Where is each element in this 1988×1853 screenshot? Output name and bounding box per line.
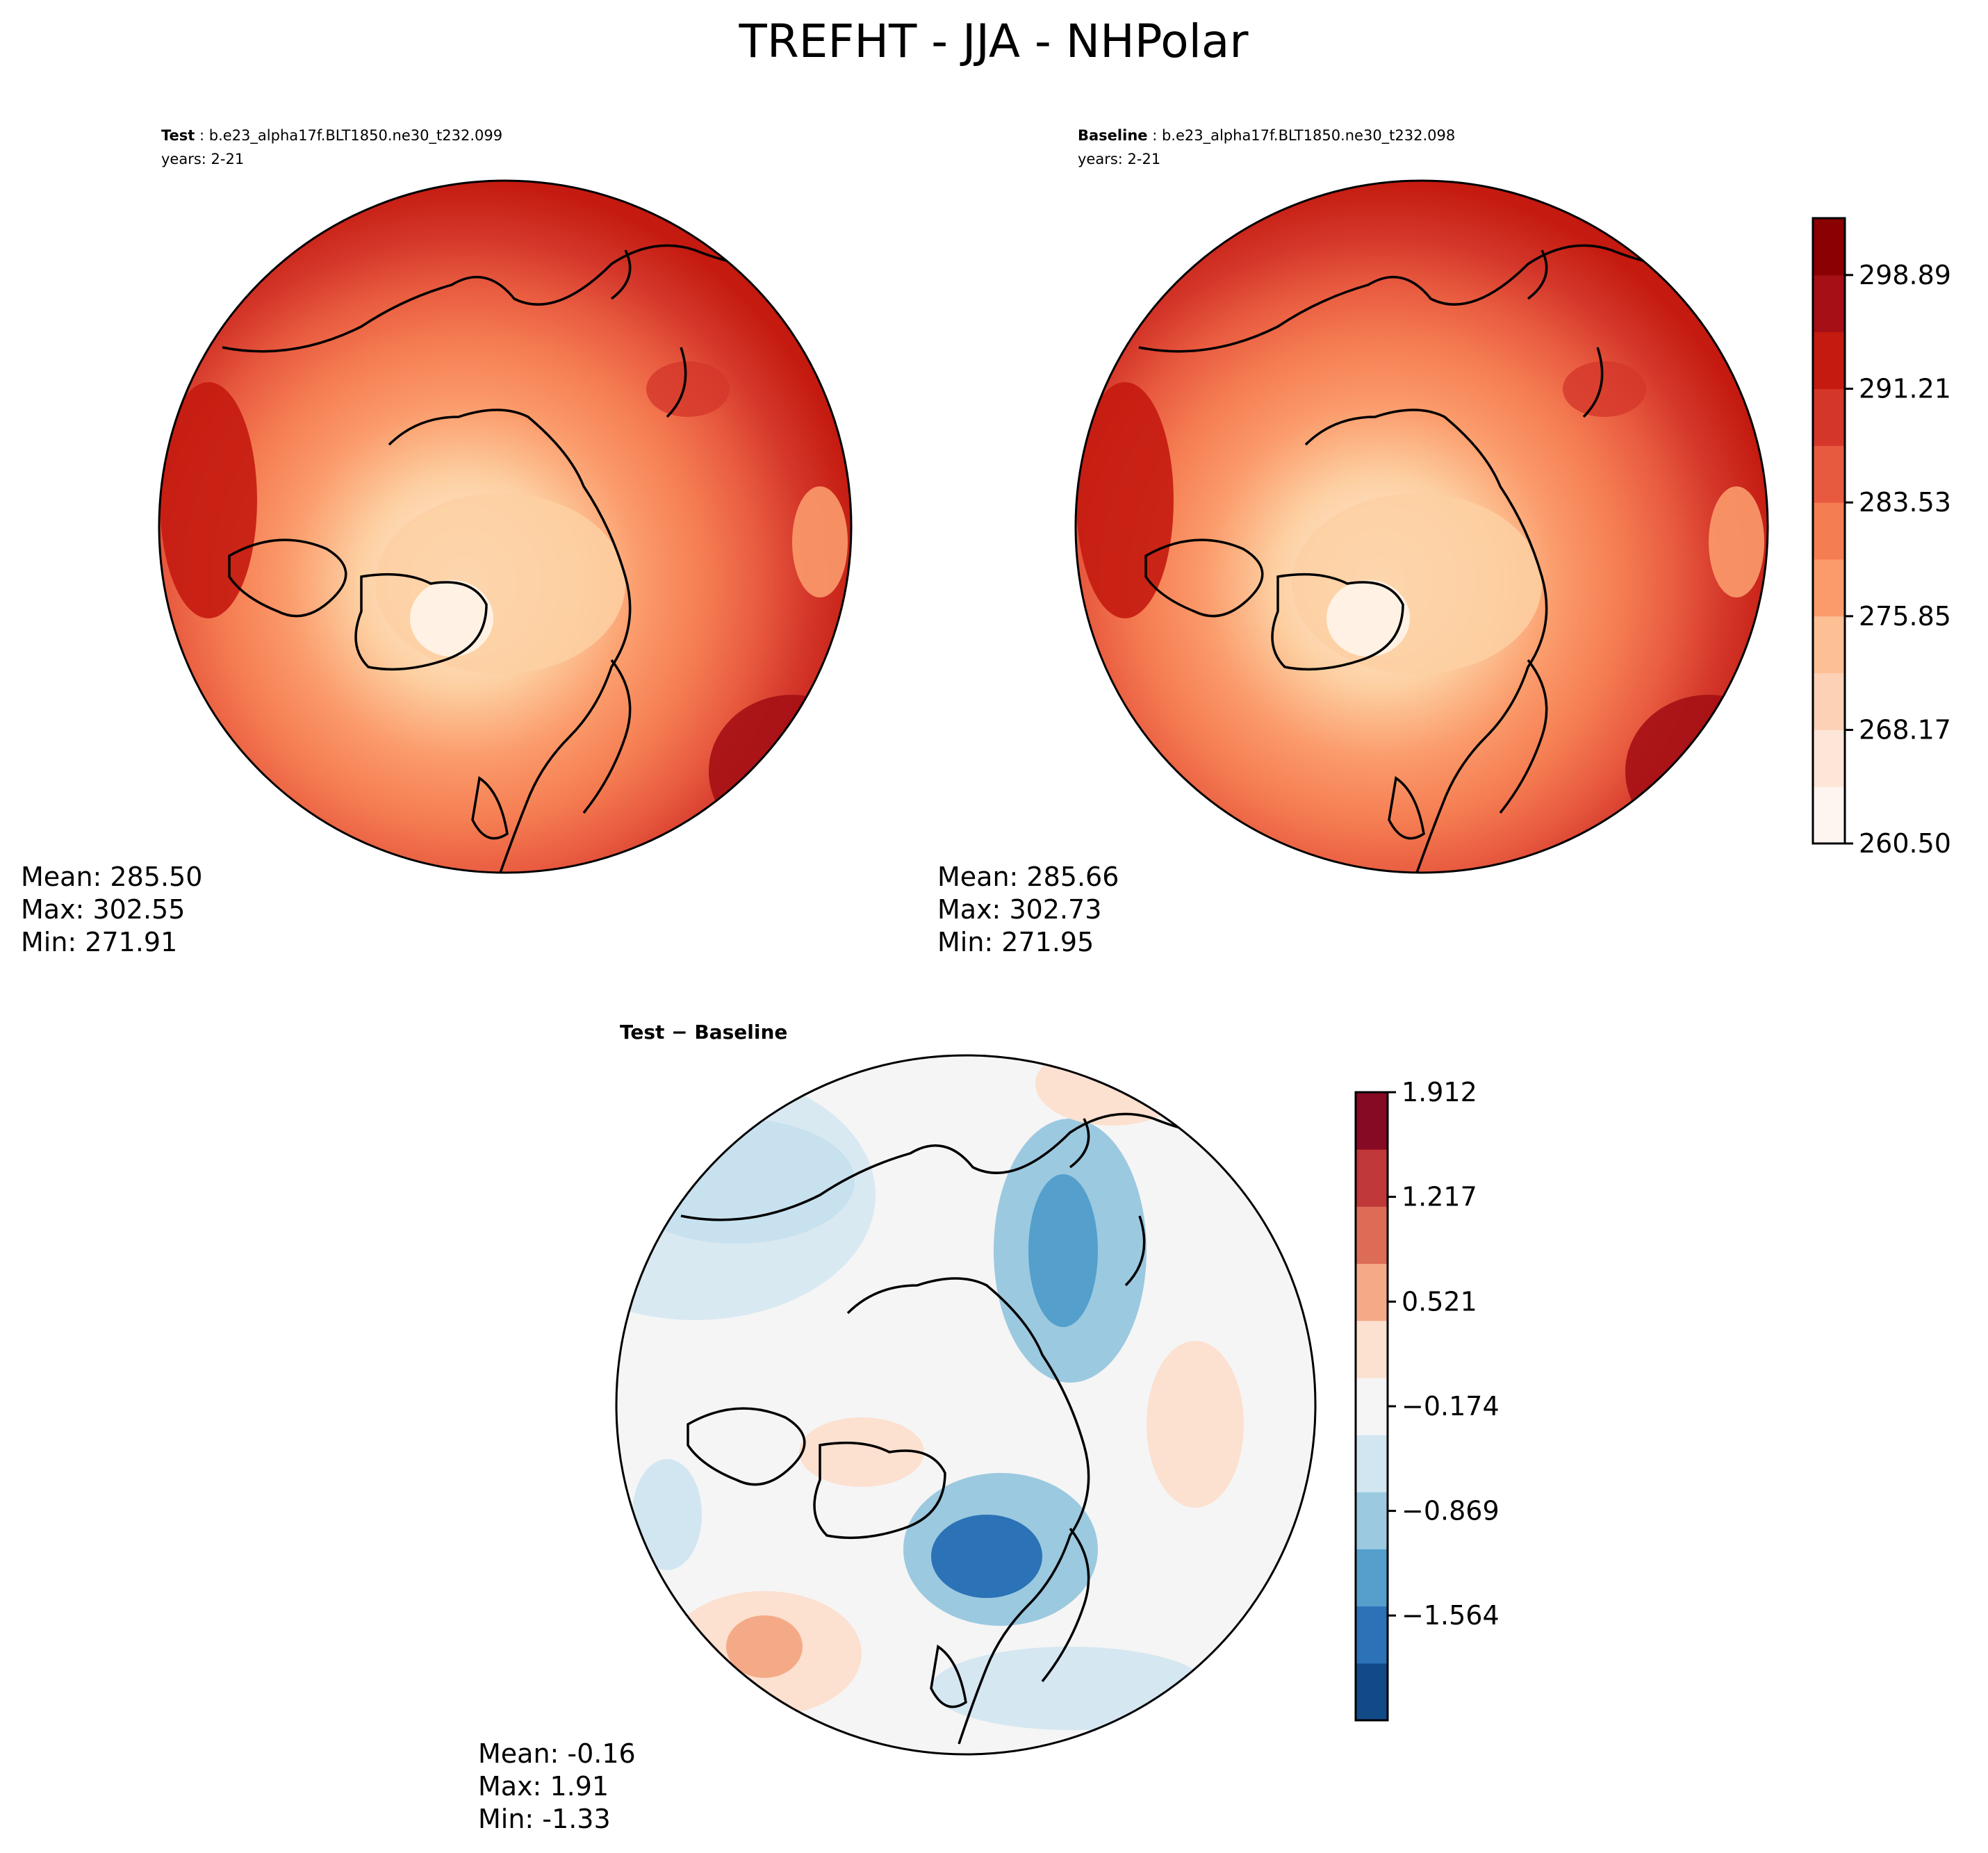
svg-text:Test : b.e23_alpha17f.BLT1850.: Test : b.e23_alpha17f.BLT1850.ne30_t232.…	[161, 127, 502, 145]
diff-colorbar-tick-label: −0.869	[1402, 1496, 1500, 1526]
test-label: Test	[161, 127, 195, 144]
test-map-frame	[158, 179, 853, 874]
abs-colorbar-swatch	[1813, 218, 1845, 276]
diff-colorbar-tick-label: −1.564	[1402, 1600, 1500, 1631]
abs-colorbar-swatch	[1813, 388, 1845, 446]
diff-colorbar-swatch	[1356, 1092, 1388, 1150]
abs-colorbar-swatch	[1813, 730, 1845, 787]
abs-colorbar-swatch	[1813, 274, 1845, 333]
svg-text:Baseline : b.e23_alpha17f.BLT1: Baseline : b.e23_alpha17f.BLT1850.ne30_t…	[1078, 127, 1455, 145]
difference-min: Min: -1.33	[478, 1804, 611, 1834]
baseline-panel: Baseline : b.e23_alpha17f.BLT1850.ne30_t…	[937, 127, 1769, 957]
baseline-max: Max: 302.73	[937, 894, 1101, 925]
abs-colorbar-swatch	[1813, 502, 1845, 560]
diff-colorbar-tick-label: −0.174	[1402, 1391, 1500, 1422]
difference-mean: Mean: -0.16	[478, 1738, 636, 1769]
test-map	[159, 181, 851, 873]
difference-colorbar: −1.564 −0.869 −0.174 0.521 1.217 1.912	[1354, 1077, 1500, 1722]
diff-colorbar-swatch	[1356, 1320, 1388, 1378]
difference-max: Max: 1.91	[478, 1771, 609, 1802]
abs-colorbar-tick-label: 283.53	[1859, 487, 1951, 518]
diff-colorbar-swatch	[1356, 1606, 1388, 1664]
abs-colorbar-tick-label: 275.85	[1859, 601, 1951, 632]
diff-colorbar-swatch	[1356, 1263, 1388, 1321]
abs-colorbar-tick-label: 260.50	[1859, 828, 1951, 859]
difference-map	[616, 1055, 1315, 1754]
baseline-min: Min: 271.95	[937, 927, 1094, 957]
abs-colorbar-swatch	[1813, 331, 1845, 389]
test-min: Min: 271.91	[21, 927, 177, 957]
diff-colorbar-tick-label: 0.521	[1402, 1286, 1477, 1317]
abs-colorbar-swatch	[1813, 787, 1845, 844]
abs-colorbar-tick-label: 268.17	[1859, 715, 1951, 746]
abs-colorbar-swatch	[1813, 616, 1845, 674]
diff-colorbar-tick-label: 1.912	[1402, 1077, 1477, 1107]
diff-colorbar-swatch	[1356, 1435, 1388, 1492]
abs-colorbar-tick-label: 291.21	[1859, 374, 1951, 404]
abs-colorbar-tick-label: 298.89	[1859, 260, 1951, 290]
test-years: years: 2-21	[161, 151, 244, 167]
difference-panel: Test − Baseline Me	[478, 1021, 1317, 1834]
test-case-name: b.e23_alpha17f.BLT1850.ne30_t232.099	[209, 127, 502, 145]
baseline-label: Baseline	[1078, 127, 1148, 144]
test-panel: Test : b.e23_alpha17f.BLT1850.ne30_t232.…	[21, 127, 853, 957]
diff-colorbar-swatch	[1356, 1663, 1388, 1721]
abs-colorbar-frame	[1812, 217, 1846, 845]
baseline-map-frame	[1074, 179, 1769, 874]
abs-colorbar-swatch	[1813, 445, 1845, 503]
test-max: Max: 302.55	[21, 894, 185, 925]
baseline-mean: Mean: 285.66	[937, 862, 1119, 892]
diff-colorbar-swatch	[1356, 1377, 1388, 1435]
abs-colorbar-swatch	[1813, 559, 1845, 617]
difference-map-frame	[615, 1054, 1317, 1756]
diff-colorbar-swatch	[1356, 1206, 1388, 1265]
diff-colorbar-swatch	[1356, 1549, 1388, 1607]
figure-title: TREFHT - JJA - NHPolar	[739, 15, 1249, 68]
difference-title: Test − Baseline	[620, 1021, 787, 1044]
diff-colorbar-swatch	[1356, 1149, 1388, 1207]
diff-colorbar-swatch	[1356, 1492, 1388, 1549]
abs-colorbar-swatch	[1813, 673, 1845, 730]
baseline-map	[1076, 181, 1768, 873]
baseline-years: years: 2-21	[1078, 151, 1160, 167]
test-mean: Mean: 285.50	[21, 862, 202, 892]
absolute-colorbar: 260.50 268.17 275.85 283.53 291.21 298.89	[1812, 217, 1951, 859]
diff-colorbar-tick-label: 1.217	[1402, 1182, 1477, 1212]
baseline-case-name: b.e23_alpha17f.BLT1850.ne30_t232.098	[1162, 127, 1455, 145]
